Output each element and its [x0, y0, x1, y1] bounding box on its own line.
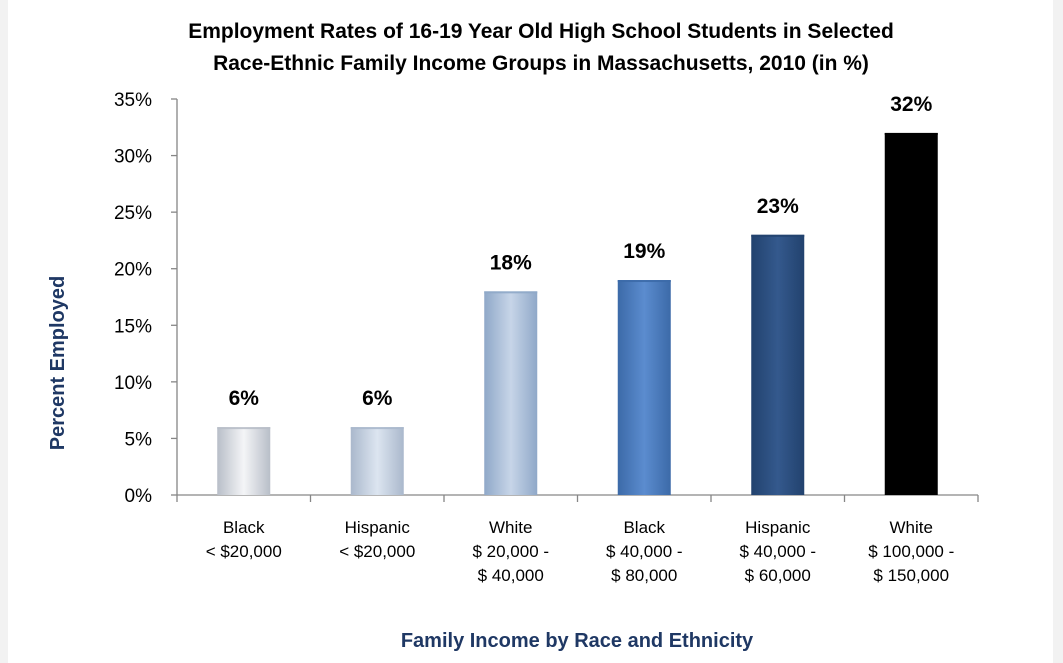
bar-top-edge — [884, 132, 938, 135]
y-tick-label: 35% — [114, 90, 152, 111]
bar — [884, 132, 938, 495]
category-label: Black — [223, 518, 265, 537]
category-label: Black — [623, 518, 665, 537]
y-tick-label: 15% — [114, 316, 152, 337]
category-label: Hispanic — [345, 518, 411, 537]
category-label: $ 40,000 - — [739, 542, 816, 561]
bar — [217, 427, 271, 495]
bar — [484, 291, 538, 495]
data-label: 32% — [890, 93, 932, 116]
y-tick-label: 25% — [114, 203, 152, 224]
category-label: < $20,000 — [339, 542, 415, 561]
category-label: $ 100,000 - — [868, 542, 954, 561]
data-label: 6% — [362, 387, 393, 410]
data-label: 19% — [623, 240, 665, 263]
category-label: White — [890, 518, 933, 537]
bar-top-edge — [484, 291, 538, 294]
x-axis-title: Family Income by Race and Ethnicity — [401, 630, 754, 652]
y-axis-title: Percent Employed — [47, 276, 69, 451]
category-label: < $20,000 — [206, 542, 282, 561]
bar — [751, 234, 805, 495]
bar-top-edge — [751, 234, 805, 237]
data-label: 23% — [757, 195, 799, 218]
y-tick-label: 20% — [114, 260, 152, 281]
category-label: White — [489, 518, 532, 537]
bar — [617, 280, 671, 495]
bar-top-edge — [217, 427, 271, 430]
category-label: $ 150,000 — [873, 566, 949, 585]
chart-title-line-2: Race-Ethnic Family Income Groups in Mass… — [213, 52, 869, 75]
category-label: Hispanic — [745, 518, 811, 537]
bar-top-edge — [617, 280, 671, 283]
y-tick-label: 10% — [114, 373, 152, 394]
y-tick-label: 5% — [125, 429, 153, 450]
data-label: 6% — [229, 387, 260, 410]
category-label: $ 80,000 — [611, 566, 677, 585]
category-label: $ 60,000 — [745, 566, 811, 585]
category-label: $ 40,000 — [478, 566, 544, 585]
bar — [350, 427, 404, 495]
data-label: 18% — [490, 251, 532, 274]
category-label: $ 40,000 - — [606, 542, 683, 561]
category-label: $ 20,000 - — [472, 542, 549, 561]
plot-area: 0% 5% 10% 15% 20% 25% 30% 35% 6% Black < $20,000 6%… — [114, 90, 979, 585]
bar-top-edge — [350, 427, 404, 430]
y-tick-label: 0% — [125, 486, 153, 507]
y-tick-label: 30% — [114, 147, 152, 168]
chart-title-line-1: Employment Rates of 16-19 Year Old High … — [188, 20, 894, 43]
